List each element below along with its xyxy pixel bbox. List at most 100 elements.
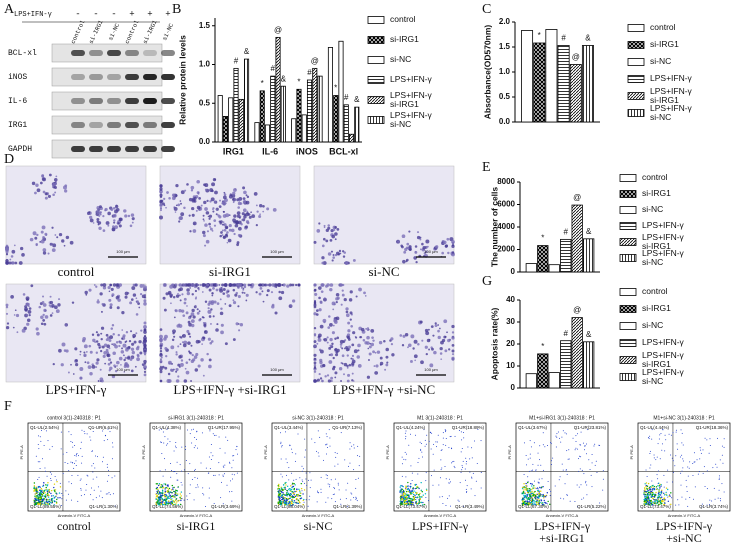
event: [320, 476, 322, 478]
event: [403, 503, 406, 505]
event: [652, 497, 654, 500]
event: [281, 446, 283, 448]
cell: [159, 370, 163, 374]
event: [330, 479, 332, 481]
event: [556, 433, 558, 435]
legend-label: si-NC: [650, 56, 671, 66]
event: [648, 501, 651, 503]
event: [689, 461, 691, 463]
cell: [105, 221, 110, 225]
cell: [340, 346, 342, 348]
cell: [211, 230, 214, 232]
cell: [173, 316, 176, 319]
cell: [295, 283, 298, 287]
cell: [79, 376, 83, 380]
cell: [237, 283, 242, 287]
event: [441, 496, 443, 498]
event: [562, 469, 564, 471]
event: [281, 487, 283, 489]
cell: [89, 372, 93, 376]
event: [105, 493, 107, 495]
event: [176, 501, 178, 503]
event: [709, 499, 711, 501]
event: [70, 440, 72, 442]
cell: [196, 179, 200, 184]
event: [680, 429, 682, 431]
event: [645, 482, 648, 484]
event: [351, 493, 353, 495]
event: [174, 445, 176, 447]
event: [419, 441, 421, 443]
event: [67, 462, 69, 464]
cell: [451, 356, 455, 361]
event: [33, 489, 35, 492]
cell: [132, 283, 136, 287]
event: [435, 441, 437, 443]
event: [286, 495, 288, 497]
event: [649, 452, 651, 454]
cell: [351, 379, 354, 382]
cell: [131, 217, 135, 221]
flow-title: M1+si-IRG1 3(1)-240318 : P1: [529, 415, 595, 421]
cell: [99, 213, 102, 216]
event: [535, 493, 538, 496]
event: [37, 503, 39, 505]
event: [102, 461, 104, 463]
event: [523, 483, 525, 485]
significance-mark: *: [297, 77, 300, 86]
event: [176, 473, 178, 475]
cell: [89, 215, 93, 220]
event: [407, 490, 410, 493]
event: [353, 444, 355, 446]
event: [159, 501, 161, 503]
cell: [237, 305, 240, 308]
cell: [116, 360, 120, 365]
cell: [165, 355, 168, 358]
cell: [51, 248, 56, 252]
cell: [328, 346, 332, 350]
event: [534, 498, 537, 500]
cell: [329, 238, 333, 242]
event: [34, 503, 36, 506]
event: [644, 490, 647, 493]
event: [170, 476, 172, 478]
cell: [359, 335, 363, 339]
event: [588, 459, 590, 461]
event: [191, 442, 193, 444]
event: [660, 503, 662, 505]
event: [333, 493, 335, 495]
event: [172, 496, 175, 498]
cell: [202, 283, 205, 287]
event: [337, 482, 339, 484]
event: [404, 493, 407, 496]
event: [706, 504, 708, 506]
event: [218, 462, 220, 464]
significance-mark: @: [572, 53, 580, 62]
cell: [434, 324, 438, 328]
y-axis-title: Absorbance(OD570nm): [482, 25, 492, 120]
event: [163, 502, 166, 504]
band: [71, 146, 85, 152]
event: [174, 496, 176, 498]
event: [531, 500, 534, 502]
cell: [318, 222, 321, 225]
cell: [85, 293, 88, 296]
band: [125, 122, 139, 128]
event: [530, 496, 532, 498]
event: [100, 490, 102, 492]
event: [278, 485, 280, 487]
cell: [349, 290, 353, 294]
event: [169, 441, 171, 443]
event: [410, 490, 412, 492]
event: [469, 458, 471, 460]
event: [569, 500, 571, 502]
event: [83, 430, 85, 432]
cell: [338, 367, 343, 371]
event: [212, 455, 214, 457]
protein-label: iNOS: [8, 73, 27, 82]
cell: [181, 341, 184, 344]
event: [527, 490, 530, 493]
event: [542, 485, 544, 488]
event: [527, 480, 529, 482]
event: [53, 483, 56, 485]
